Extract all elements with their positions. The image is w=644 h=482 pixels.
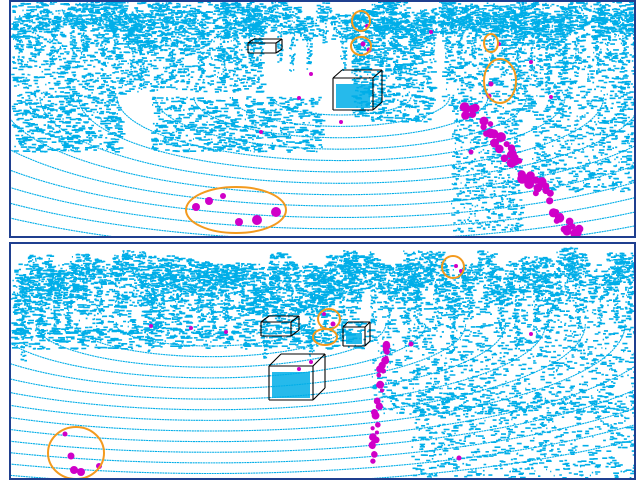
detection-box-far xyxy=(247,38,283,54)
highlight-ellipse-ground xyxy=(185,186,287,234)
highlight-ellipse-far-1 xyxy=(351,10,371,32)
highlight-ellipse-mid-2 xyxy=(312,328,338,346)
detection-box-left xyxy=(260,315,300,337)
detection-box-right xyxy=(342,321,371,347)
top-point-cloud-panel xyxy=(9,0,636,238)
detection-box-near xyxy=(332,69,383,111)
ground-scan-rings xyxy=(11,323,634,478)
highlight-ellipse-mid-1 xyxy=(317,308,341,330)
highlight-ellipse-right-2 xyxy=(483,58,517,104)
outlier-points xyxy=(192,24,584,236)
point-cloud-points xyxy=(11,246,634,478)
highlight-ellipse-far xyxy=(441,255,465,279)
highlight-ellipse-ground xyxy=(47,426,105,478)
highlight-ellipse-right-1 xyxy=(483,33,499,53)
top-point-cloud-canvas xyxy=(11,2,634,236)
bottom-point-cloud-panel xyxy=(9,242,636,480)
highlight-ellipse-far-2 xyxy=(350,36,372,56)
bottom-point-cloud-canvas xyxy=(11,246,634,478)
point-cloud-points xyxy=(11,2,634,233)
detection-box-near xyxy=(268,353,326,401)
ground-scan-rings xyxy=(11,96,634,236)
